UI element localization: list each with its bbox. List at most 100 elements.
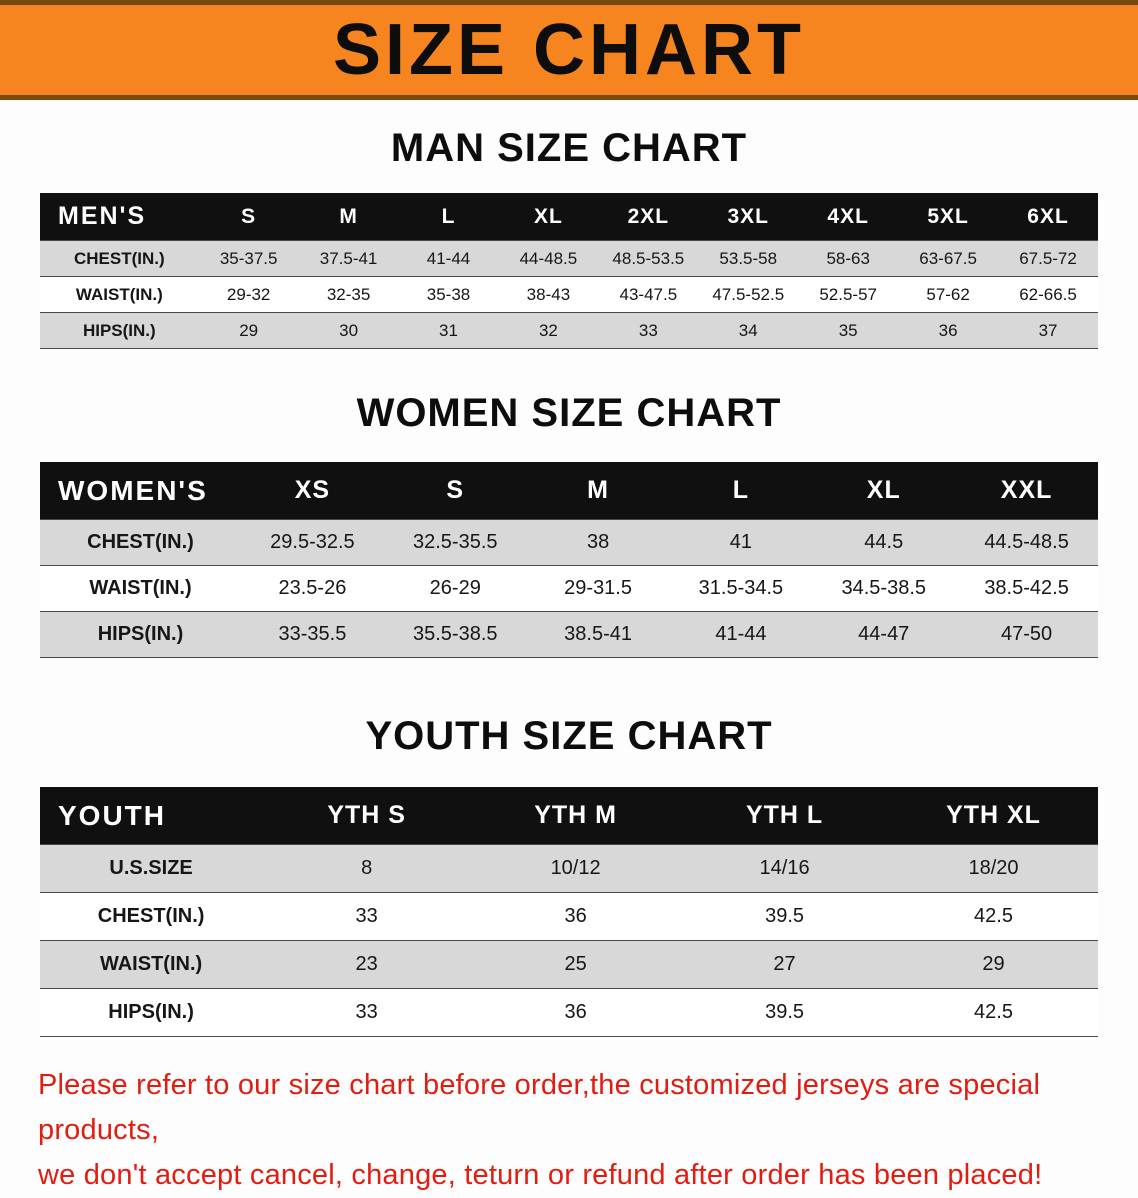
- size-value: 34.5-38.5: [812, 565, 956, 612]
- size-value: 38-43: [498, 276, 599, 313]
- size-value: 14/16: [680, 844, 890, 893]
- measurement-row: WAIST(IN.) 23 25 27 29: [40, 940, 1098, 989]
- disclaimer-line-1: Please refer to our size chart before or…: [38, 1069, 1041, 1146]
- size-column-header: S: [198, 193, 299, 241]
- women-section-heading: WOMEN SIZE CHART: [356, 391, 782, 435]
- row-label: HIPS(IN.): [40, 988, 263, 1037]
- size-column-header: YTH S: [262, 787, 472, 845]
- size-value: 29: [889, 940, 1098, 989]
- size-value: 58-63: [798, 240, 899, 277]
- size-chart-banner: SIZE CHART: [0, 0, 1138, 100]
- size-value: 67.5-72: [998, 240, 1098, 277]
- size-value: 36: [471, 988, 681, 1037]
- size-value: 36: [471, 892, 681, 941]
- size-value: 26-29: [383, 565, 527, 612]
- row-label: HIPS(IN.): [40, 611, 242, 658]
- size-value: 53.5-58: [698, 240, 799, 277]
- size-value: 47.5-52.5: [698, 276, 799, 313]
- size-value: 37: [998, 312, 1098, 349]
- size-column-header: YTH XL: [889, 787, 1098, 845]
- measurement-row: WAIST(IN.) 29-32 32-35 35-38 38-43 43-47.5 47.…: [40, 276, 1098, 313]
- size-value: 33: [598, 312, 699, 349]
- size-value: 29-32: [198, 276, 299, 313]
- size-value: 27: [680, 940, 890, 989]
- size-value: 47-50: [955, 611, 1098, 658]
- size-value: 44-48.5: [498, 240, 599, 277]
- size-value: 29: [198, 312, 299, 349]
- size-column-header: S: [383, 462, 527, 520]
- size-value: 63-67.5: [898, 240, 999, 277]
- row-label: WAIST(IN.): [40, 940, 263, 989]
- size-column-header: XL: [812, 462, 956, 520]
- size-value: 23.5-26: [241, 565, 384, 612]
- table-corner-label: YOUTH: [40, 787, 263, 845]
- row-label: CHEST(IN.): [40, 519, 242, 566]
- size-column-header: L: [669, 462, 813, 520]
- youth-section-heading: YOUTH SIZE CHART: [365, 714, 773, 758]
- men-size-table: MEN'S S M L XL 2XL 3XL 4XL 5XL 6XL CHEST(IN.) 35-37…: [40, 193, 1098, 349]
- table-header-row: YOUTH YTH S YTH M YTH L YTH XL: [40, 787, 1098, 845]
- size-column-header: M: [526, 462, 670, 520]
- youth-size-table: YOUTH YTH S YTH M YTH L YTH XL U.S.SIZE 8 10/12…: [40, 787, 1098, 1037]
- size-column-header: 5XL: [898, 193, 999, 241]
- table-header-row: WOMEN'S XS S M L XL XXL: [40, 462, 1098, 520]
- size-value: 32.5-35.5: [383, 519, 527, 566]
- size-value: 35.5-38.5: [383, 611, 527, 658]
- row-label: CHEST(IN.): [40, 892, 263, 941]
- row-label: WAIST(IN.): [40, 565, 242, 612]
- size-value: 43-47.5: [598, 276, 699, 313]
- size-value: 62-66.5: [998, 276, 1098, 313]
- size-value: 29.5-32.5: [241, 519, 384, 566]
- size-value: 35-38: [398, 276, 499, 313]
- measurement-row: U.S.SIZE 8 10/12 14/16 18/20: [40, 844, 1098, 893]
- measurement-row: WAIST(IN.) 23.5-26 26-29 29-31.5 31.5-34.5 34…: [40, 565, 1098, 612]
- size-value: 10/12: [471, 844, 681, 893]
- table-corner-label: MEN'S: [40, 193, 199, 241]
- size-value: 39.5: [680, 988, 890, 1037]
- size-value: 34: [698, 312, 799, 349]
- disclaimer-line-2: we don't accept cancel, change, teturn o…: [38, 1158, 1043, 1191]
- measurement-row: HIPS(IN.) 29 30 31 32 33 34 35 36 37: [40, 312, 1098, 349]
- size-column-header: 6XL: [998, 193, 1098, 241]
- size-value: 38.5-42.5: [955, 565, 1098, 612]
- size-column-header: L: [398, 193, 499, 241]
- size-value: 31.5-34.5: [669, 565, 813, 612]
- men-section-heading: MAN SIZE CHART: [390, 126, 748, 170]
- size-column-header: 2XL: [598, 193, 699, 241]
- size-value: 37.5-41: [298, 240, 399, 277]
- size-value: 35: [798, 312, 899, 349]
- size-column-header: XS: [241, 462, 384, 520]
- size-column-header: XXL: [955, 462, 1098, 520]
- size-value: 38: [526, 519, 670, 566]
- size-value: 23: [262, 940, 472, 989]
- size-value: 8: [262, 844, 472, 893]
- size-value: 42.5: [889, 988, 1098, 1037]
- measurement-row: CHEST(IN.) 33 36 39.5 42.5: [40, 892, 1098, 941]
- row-label: HIPS(IN.): [40, 312, 199, 349]
- row-label: WAIST(IN.): [40, 276, 199, 313]
- size-value: 42.5: [889, 892, 1098, 941]
- row-label: CHEST(IN.): [40, 240, 199, 277]
- table-corner-label: WOMEN'S: [40, 462, 242, 520]
- size-value: 41-44: [669, 611, 813, 658]
- size-column-header: YTH L: [680, 787, 890, 845]
- row-label: U.S.SIZE: [40, 844, 263, 893]
- measurement-row: HIPS(IN.) 33 36 39.5 42.5: [40, 988, 1098, 1037]
- women-size-table: WOMEN'S XS S M L XL XXL CHEST(IN.) 29.5-32.5 32.5…: [40, 462, 1098, 658]
- size-value: 39.5: [680, 892, 890, 941]
- size-value: 57-62: [898, 276, 999, 313]
- size-value: 41-44: [398, 240, 499, 277]
- size-value: 25: [471, 940, 681, 989]
- size-column-header: XL: [498, 193, 599, 241]
- measurement-row: HIPS(IN.) 33-35.5 35.5-38.5 38.5-41 41-44 44-…: [40, 611, 1098, 658]
- size-value: 18/20: [889, 844, 1098, 893]
- size-value: 41: [669, 519, 813, 566]
- size-column-header: 4XL: [798, 193, 899, 241]
- size-value: 44-47: [812, 611, 956, 658]
- size-value: 33: [262, 892, 472, 941]
- measurement-row: CHEST(IN.) 29.5-32.5 32.5-35.5 38 41 44.5 44.5…: [40, 519, 1098, 566]
- size-value: 33: [262, 988, 472, 1037]
- size-column-header: YTH M: [471, 787, 681, 845]
- measurement-row: CHEST(IN.) 35-37.5 37.5-41 41-44 44-48.5 48.5…: [40, 240, 1098, 277]
- size-value: 33-35.5: [241, 611, 384, 658]
